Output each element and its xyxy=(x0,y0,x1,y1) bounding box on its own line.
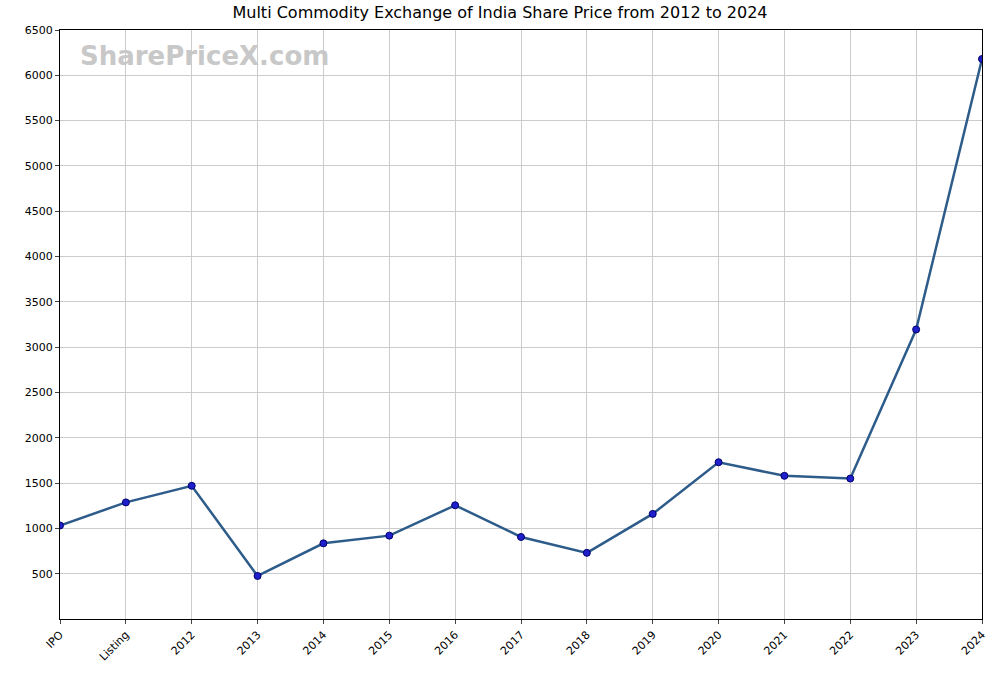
svg-text:2500: 2500 xyxy=(25,386,53,399)
svg-text:6500: 6500 xyxy=(25,24,53,37)
svg-text:4500: 4500 xyxy=(25,205,53,218)
svg-text:2016: 2016 xyxy=(432,629,461,658)
svg-text:IPO: IPO xyxy=(44,628,67,651)
svg-text:Multi Commodity Exchange of In: Multi Commodity Exchange of India Share … xyxy=(232,3,767,22)
svg-text:2018: 2018 xyxy=(564,629,593,658)
svg-text:1500: 1500 xyxy=(25,477,53,490)
svg-text:2023: 2023 xyxy=(893,629,922,658)
svg-text:4000: 4000 xyxy=(25,250,53,263)
svg-text:2024: 2024 xyxy=(959,629,988,658)
svg-text:5000: 5000 xyxy=(25,160,53,173)
svg-text:2019: 2019 xyxy=(630,629,659,658)
svg-text:2014: 2014 xyxy=(300,629,329,658)
svg-text:SharePriceX.com: SharePriceX.com xyxy=(80,41,329,71)
svg-text:3000: 3000 xyxy=(25,341,53,354)
svg-text:2021: 2021 xyxy=(761,629,790,658)
svg-text:6000: 6000 xyxy=(25,69,53,82)
svg-text:2000: 2000 xyxy=(25,432,53,445)
svg-text:1000: 1000 xyxy=(25,522,53,535)
svg-text:2015: 2015 xyxy=(366,629,395,658)
svg-text:3500: 3500 xyxy=(25,296,53,309)
svg-text:Listing: Listing xyxy=(97,629,132,664)
svg-text:2013: 2013 xyxy=(235,629,264,658)
svg-text:2020: 2020 xyxy=(696,629,725,658)
svg-text:2017: 2017 xyxy=(498,629,527,658)
svg-text:2012: 2012 xyxy=(169,629,198,658)
svg-text:2022: 2022 xyxy=(827,629,856,658)
svg-text:5500: 5500 xyxy=(25,114,53,127)
svg-text:500: 500 xyxy=(32,568,53,581)
